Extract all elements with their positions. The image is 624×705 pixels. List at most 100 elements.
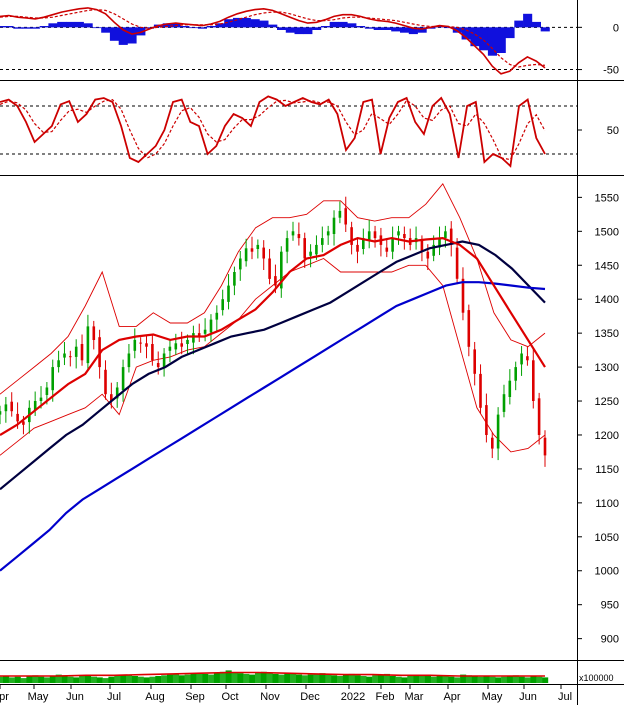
x-tick-label: pr xyxy=(0,691,9,703)
candle-body xyxy=(315,244,318,255)
volume-bar xyxy=(67,676,74,683)
x-tick-label: Nov xyxy=(260,691,280,703)
candle-body xyxy=(491,437,494,449)
macd-histogram-bar xyxy=(268,24,278,28)
sma200-line xyxy=(0,281,546,572)
candle-body xyxy=(485,405,488,435)
volume-bar xyxy=(32,675,39,683)
candle-body xyxy=(362,238,365,249)
macd-histogram-bar xyxy=(197,27,207,29)
volume-bar xyxy=(518,676,525,683)
candle-body xyxy=(268,258,271,279)
volume-bar xyxy=(161,675,168,683)
candle-body xyxy=(162,353,166,368)
macd-histogram-bar xyxy=(400,27,410,33)
volume-bar xyxy=(395,676,402,683)
macd-histogram-bar xyxy=(277,27,287,30)
macd-histogram-bar xyxy=(514,20,524,28)
volume-bar xyxy=(126,674,133,683)
candle-body xyxy=(332,217,336,234)
volume-bar xyxy=(102,678,109,683)
volume-unit-label: x100000 xyxy=(579,673,614,683)
volume-bar xyxy=(208,674,215,683)
volume-bar xyxy=(184,674,191,683)
macd-histogram-bar xyxy=(312,27,322,30)
macd-histogram-bar xyxy=(127,27,137,44)
candle-body xyxy=(192,333,195,343)
macd-histogram-bar xyxy=(74,21,84,28)
volume-bar xyxy=(143,677,150,683)
macd-histogram-bar xyxy=(189,27,199,29)
volume-bar xyxy=(155,676,162,683)
volume-bar xyxy=(219,671,226,683)
candle-body xyxy=(63,353,66,358)
macd-histogram-bar xyxy=(338,21,348,28)
candle-body xyxy=(74,346,78,357)
candle-body xyxy=(297,234,301,239)
candle-body xyxy=(16,413,19,422)
candle-body xyxy=(104,369,107,395)
volume-bar xyxy=(542,677,549,683)
volume-bar xyxy=(401,677,408,683)
volume-bar xyxy=(284,673,291,683)
volume-bar xyxy=(178,675,185,683)
candle-body xyxy=(256,244,260,249)
candle-body xyxy=(326,231,330,236)
candle-body xyxy=(180,343,183,347)
macd-tick-label: -50 xyxy=(603,65,619,77)
price-tick-label: 1300 xyxy=(595,362,619,374)
volume-bar xyxy=(389,676,396,683)
candle-body xyxy=(426,251,430,259)
candle-body xyxy=(233,272,236,286)
candle-body xyxy=(350,227,353,245)
candle-body xyxy=(479,373,482,408)
volume-bar xyxy=(90,676,97,683)
sma50-line xyxy=(0,236,546,436)
candle-body xyxy=(397,231,400,236)
x-tick-label: Jul xyxy=(107,691,121,703)
volume-bar xyxy=(149,676,156,683)
volume-bar xyxy=(489,676,496,683)
candle-body xyxy=(438,238,441,248)
x-tick-label: Jul xyxy=(558,691,572,703)
volume-bar xyxy=(465,675,472,683)
price-tick-label: 1400 xyxy=(595,294,619,306)
volume-bar xyxy=(137,676,144,683)
macd-histogram-bar xyxy=(259,20,269,28)
bollinger-band-lower xyxy=(0,257,546,456)
candle-body xyxy=(168,346,172,351)
volume-bar xyxy=(536,676,543,683)
candle-body xyxy=(303,238,306,259)
volume-bar xyxy=(114,676,121,683)
volume-bar xyxy=(296,674,303,683)
macd-histogram-bar xyxy=(540,27,550,32)
macd-histogram-bar xyxy=(22,27,32,29)
volume-bar xyxy=(8,677,15,683)
macd-histogram-bar xyxy=(57,21,67,28)
macd-histogram-bar xyxy=(479,27,489,51)
volume-bar xyxy=(471,676,478,683)
candle-body xyxy=(461,278,465,313)
macd-histogram-bar xyxy=(136,27,146,36)
macd-histogram-bar xyxy=(364,27,374,29)
macd-histogram-bar xyxy=(435,26,445,28)
price-tick-label: 1350 xyxy=(595,328,619,340)
volume-bar xyxy=(243,673,250,683)
macd-histogram-bar xyxy=(487,27,497,56)
volume-bar xyxy=(196,672,203,683)
volume-bar xyxy=(477,676,484,683)
volume-bar xyxy=(506,676,513,683)
candle-body xyxy=(110,394,113,401)
macd-histogram-bar xyxy=(496,27,506,53)
price-tick-label: 950 xyxy=(601,600,619,612)
candle-body xyxy=(51,367,54,391)
volume-bar xyxy=(225,670,232,683)
candle-body xyxy=(356,244,359,252)
candle-body xyxy=(391,238,394,252)
volume-bar xyxy=(20,678,27,683)
candle-body xyxy=(139,342,142,344)
macd-histogram-bar xyxy=(382,27,392,30)
macd-histogram-bar xyxy=(83,23,93,28)
volume-bar xyxy=(278,674,285,683)
